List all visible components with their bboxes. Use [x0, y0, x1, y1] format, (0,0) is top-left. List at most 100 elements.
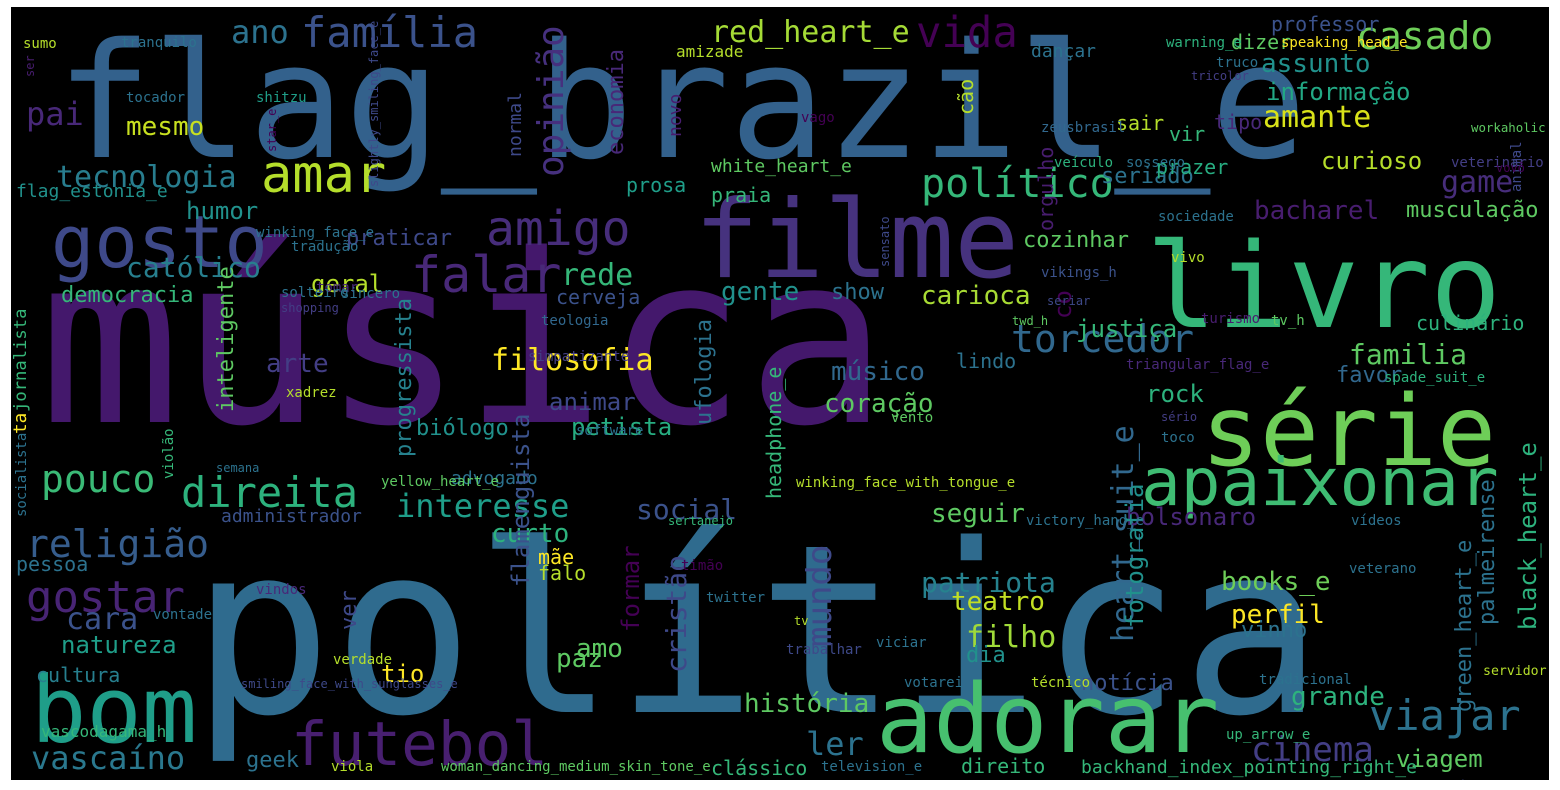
word-interesse: interesse: [396, 487, 569, 525]
word-amizade: amizade: [676, 42, 743, 61]
word-up-arrow-e: up_arrow_e: [1226, 727, 1310, 743]
word-tipo: tipo: [1214, 110, 1262, 134]
word-vago: vago: [801, 110, 835, 126]
word-workaholic: workaholic: [1471, 120, 1546, 135]
word-informacao: informação: [1266, 78, 1411, 106]
word-humor: humor: [186, 197, 258, 225]
word-triangular-flag-e: triangular_flag_e: [1126, 357, 1269, 373]
word-bolsonaro: bolsonaro: [1126, 503, 1256, 531]
word-xadrez: xadrez: [286, 385, 337, 401]
word-servidor: servidor: [1483, 664, 1547, 679]
word-white-heart-e: white_heart_e: [711, 156, 852, 177]
word-trazer: trazer: [1461, 778, 1489, 780]
word-prazer: prazer: [1156, 155, 1228, 179]
word-serie: série: [1201, 375, 1496, 489]
word-teatro: teatro: [951, 587, 1045, 617]
word-animal: animal: [1509, 141, 1525, 192]
word-cao: cão: [954, 79, 978, 115]
word-backhand-index-pointing-right-e: backhand_index_pointing_right_e: [1081, 757, 1417, 778]
word-patriota: patriota: [921, 566, 1056, 599]
word-winking-face-with-tongue-e: winking_face_with_tongue_e: [796, 475, 1015, 491]
word-vontade: vontade: [153, 607, 212, 623]
word-pai: pai: [26, 95, 84, 133]
word-livro: livro: [1146, 217, 1501, 355]
word-woman-dancing-medium-skin-tone-e: woman_dancing_medium_skin_tone_e: [441, 759, 711, 775]
word-gosto: gosto: [51, 200, 268, 284]
word-apaixonar: apaixonar: [1141, 444, 1499, 521]
word-vida: vida: [916, 8, 1018, 57]
word-truco: truco: [1216, 55, 1258, 71]
word-paz: paz: [556, 644, 603, 674]
word-votarei: votarei: [904, 675, 963, 691]
word-amigo: amigo: [486, 201, 631, 257]
word-yellow-heart-e: yellow_heart_e: [381, 474, 499, 490]
word-software: software: [576, 423, 643, 439]
word-casado: casado: [1356, 14, 1493, 58]
word-veiculo: veículo: [1054, 155, 1113, 171]
word-culinario: culinário: [1416, 311, 1524, 335]
word-filme: filme: [694, 178, 1019, 303]
word-heart-suit-e: heart_suit_e: [1106, 425, 1141, 642]
word-vikings-h: vikings_h: [1041, 265, 1117, 281]
word-favor: favor: [1336, 363, 1402, 388]
word-amo: amo: [576, 634, 623, 664]
word-filosofia: filosofia: [491, 343, 654, 378]
word-dizer: dizer: [1231, 30, 1291, 54]
word-toco: toco: [1161, 430, 1195, 446]
word-speaking-head-e: speaking_head_e: [1281, 35, 1407, 51]
word-palmeirense: palmeirense: [1475, 479, 1500, 625]
word-winking-face-e: winking_face_e: [256, 225, 374, 241]
word-falo: falo: [538, 561, 586, 585]
word-tv-h: tv_h: [1271, 313, 1305, 329]
word-vovo: vovô: [1496, 161, 1525, 175]
word-catolico: católico: [126, 251, 261, 284]
word-pouco: pouco: [41, 457, 155, 501]
word-tocador: tocador: [126, 90, 185, 106]
word-seriar: seriar: [1047, 294, 1090, 308]
word-prosa: prosa: [626, 173, 686, 197]
word-arte: arte: [266, 349, 329, 379]
word-headphone-e: headphone_e: [762, 367, 786, 499]
word-simpatizante: simpatizante: [528, 349, 629, 365]
word-cultura: cultura: [36, 663, 120, 687]
word-gostar: gostar: [26, 572, 185, 623]
word-progressista: progressista: [392, 298, 417, 457]
word-sertanejo: sertanejo: [668, 514, 733, 528]
word-natureza: natureza: [61, 631, 177, 659]
word-ver: ver: [337, 590, 362, 630]
word-familia: familia: [1349, 338, 1467, 371]
word-cozinhar: cozinhar: [1023, 228, 1129, 253]
word-viola: viola: [331, 759, 373, 775]
word-star-e: star_e: [265, 109, 279, 152]
word-opiniao: opinião: [531, 25, 572, 177]
word-co: co: [1049, 290, 1077, 319]
word-semana: semana: [216, 461, 259, 475]
word-tecnologia: tecnologia: [56, 160, 237, 195]
word-vivo: vivo: [1171, 250, 1205, 266]
word-flamenguista: flamenguista: [507, 414, 535, 587]
word-cerveja: cerveja: [556, 285, 640, 309]
word-economia: economia: [604, 49, 629, 155]
word-vinho: vinho: [1241, 618, 1307, 643]
word-familia: família: [301, 8, 478, 57]
word-game: game: [1441, 165, 1513, 200]
word-historia: história: [744, 689, 869, 719]
word-petista: petista: [571, 413, 672, 441]
word-vascaino: vascaíno: [31, 739, 185, 777]
word-noticia: notícia: [1081, 671, 1174, 696]
word-classico: clássico: [711, 756, 807, 780]
word-vento: vento: [891, 410, 933, 426]
word-show: show: [831, 280, 885, 305]
word-victory-hand-e: victory_hand_e: [1026, 513, 1144, 529]
word-torcedor: torcedor: [1011, 317, 1194, 361]
word-traducao: tradução: [291, 239, 358, 255]
word-verdade: verdade: [333, 652, 392, 668]
word-orgulho: orgulho: [1034, 147, 1058, 231]
word-seriado: seriado: [1101, 164, 1194, 189]
word-direita: direita: [181, 468, 358, 517]
word-bacharel: bacharel: [1254, 196, 1379, 226]
word-mesmo: mesmo: [126, 112, 204, 142]
word-books-e: books_e: [1221, 567, 1331, 597]
word-sensato: sensato: [878, 216, 892, 267]
word-tecnico: técnico: [1031, 675, 1090, 691]
